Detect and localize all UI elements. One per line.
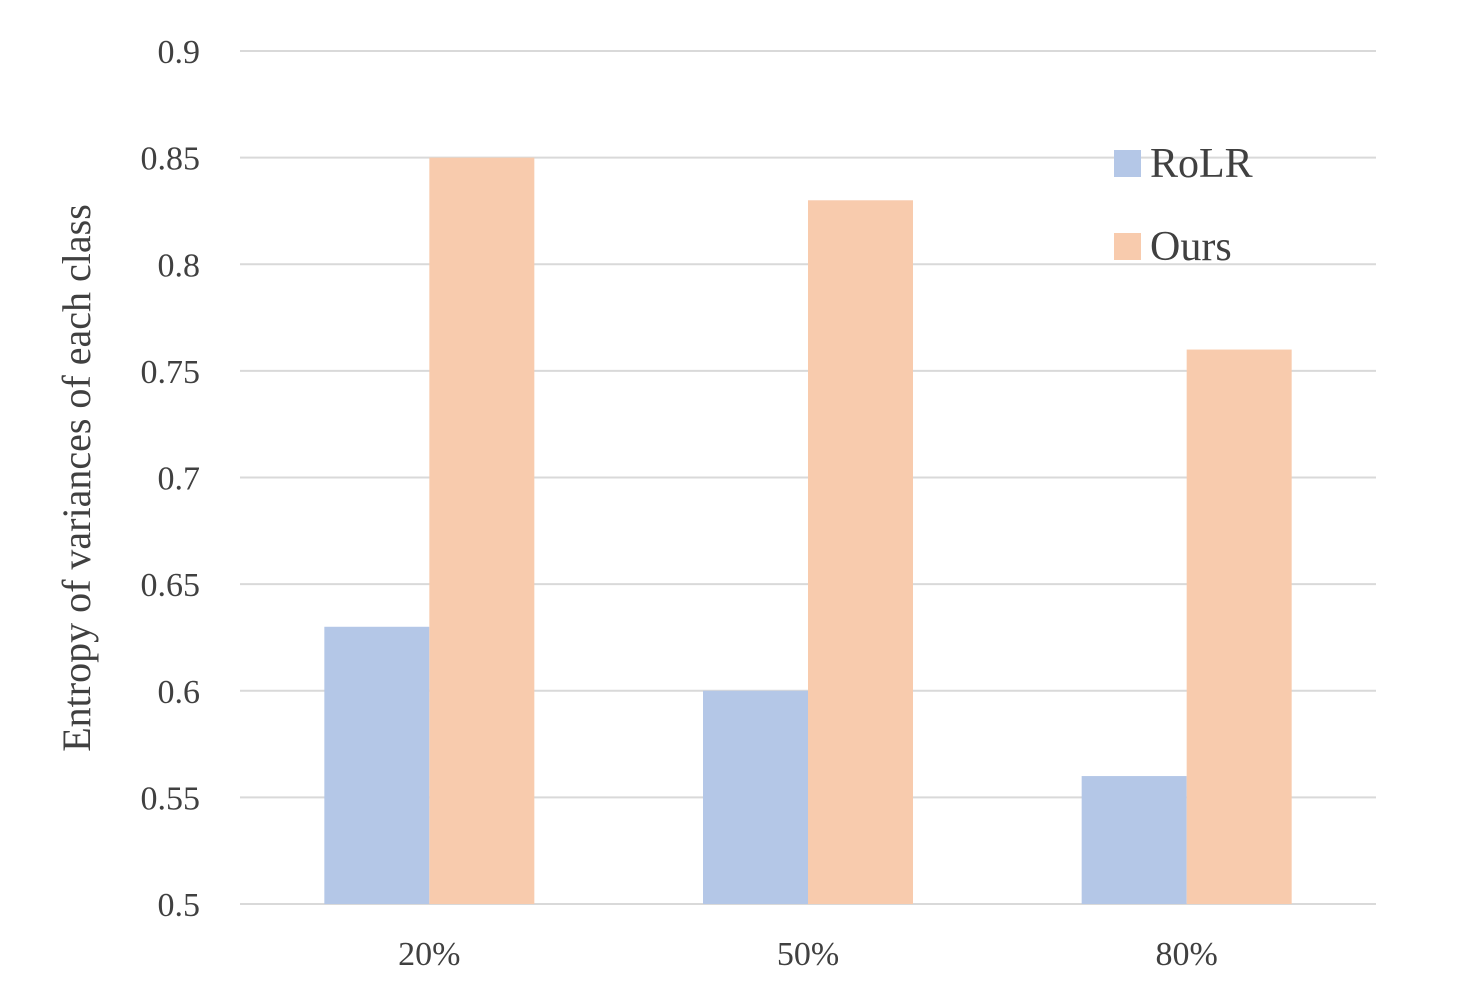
legend: RoLR Ours	[1114, 141, 1253, 270]
y-tick-label: 0.85	[141, 141, 201, 178]
y-tick-label: 0.6	[158, 674, 201, 711]
y-tick-label: 0.65	[141, 567, 201, 604]
y-axis-title: Entropy of variances of each class	[54, 204, 99, 752]
y-tick-label: 0.9	[158, 34, 201, 71]
bar-ours-1	[808, 200, 913, 904]
y-tick-label: 0.7	[158, 461, 201, 498]
y-tick-label: 0.5	[158, 887, 201, 924]
y-tick-label: 0.55	[141, 780, 201, 817]
legend-swatch-rolr	[1114, 150, 1141, 177]
legend-label-rolr: RoLR	[1150, 141, 1253, 187]
bar-ours-0	[429, 157, 535, 904]
legend-swatch-ours	[1114, 233, 1141, 260]
x-tick-label: 20%	[398, 936, 460, 973]
y-tick-label: 0.75	[141, 354, 201, 391]
bar-rolr-1	[703, 690, 808, 904]
bar-rolr-2	[1081, 776, 1187, 904]
x-tick-label: 80%	[1156, 936, 1218, 973]
legend-label-ours: Ours	[1150, 224, 1232, 270]
x-axis-ticks: 20% 50% 80%	[398, 936, 1218, 973]
bars	[324, 157, 1292, 904]
y-tick-label: 0.8	[158, 247, 201, 284]
bar-rolr-0	[324, 626, 430, 904]
x-tick-label: 50%	[777, 936, 839, 973]
bar-ours-2	[1186, 349, 1292, 904]
y-axis-ticks: 0.5 0.55 0.6 0.65 0.7 0.75 0.8 0.85 0.9	[141, 34, 201, 924]
